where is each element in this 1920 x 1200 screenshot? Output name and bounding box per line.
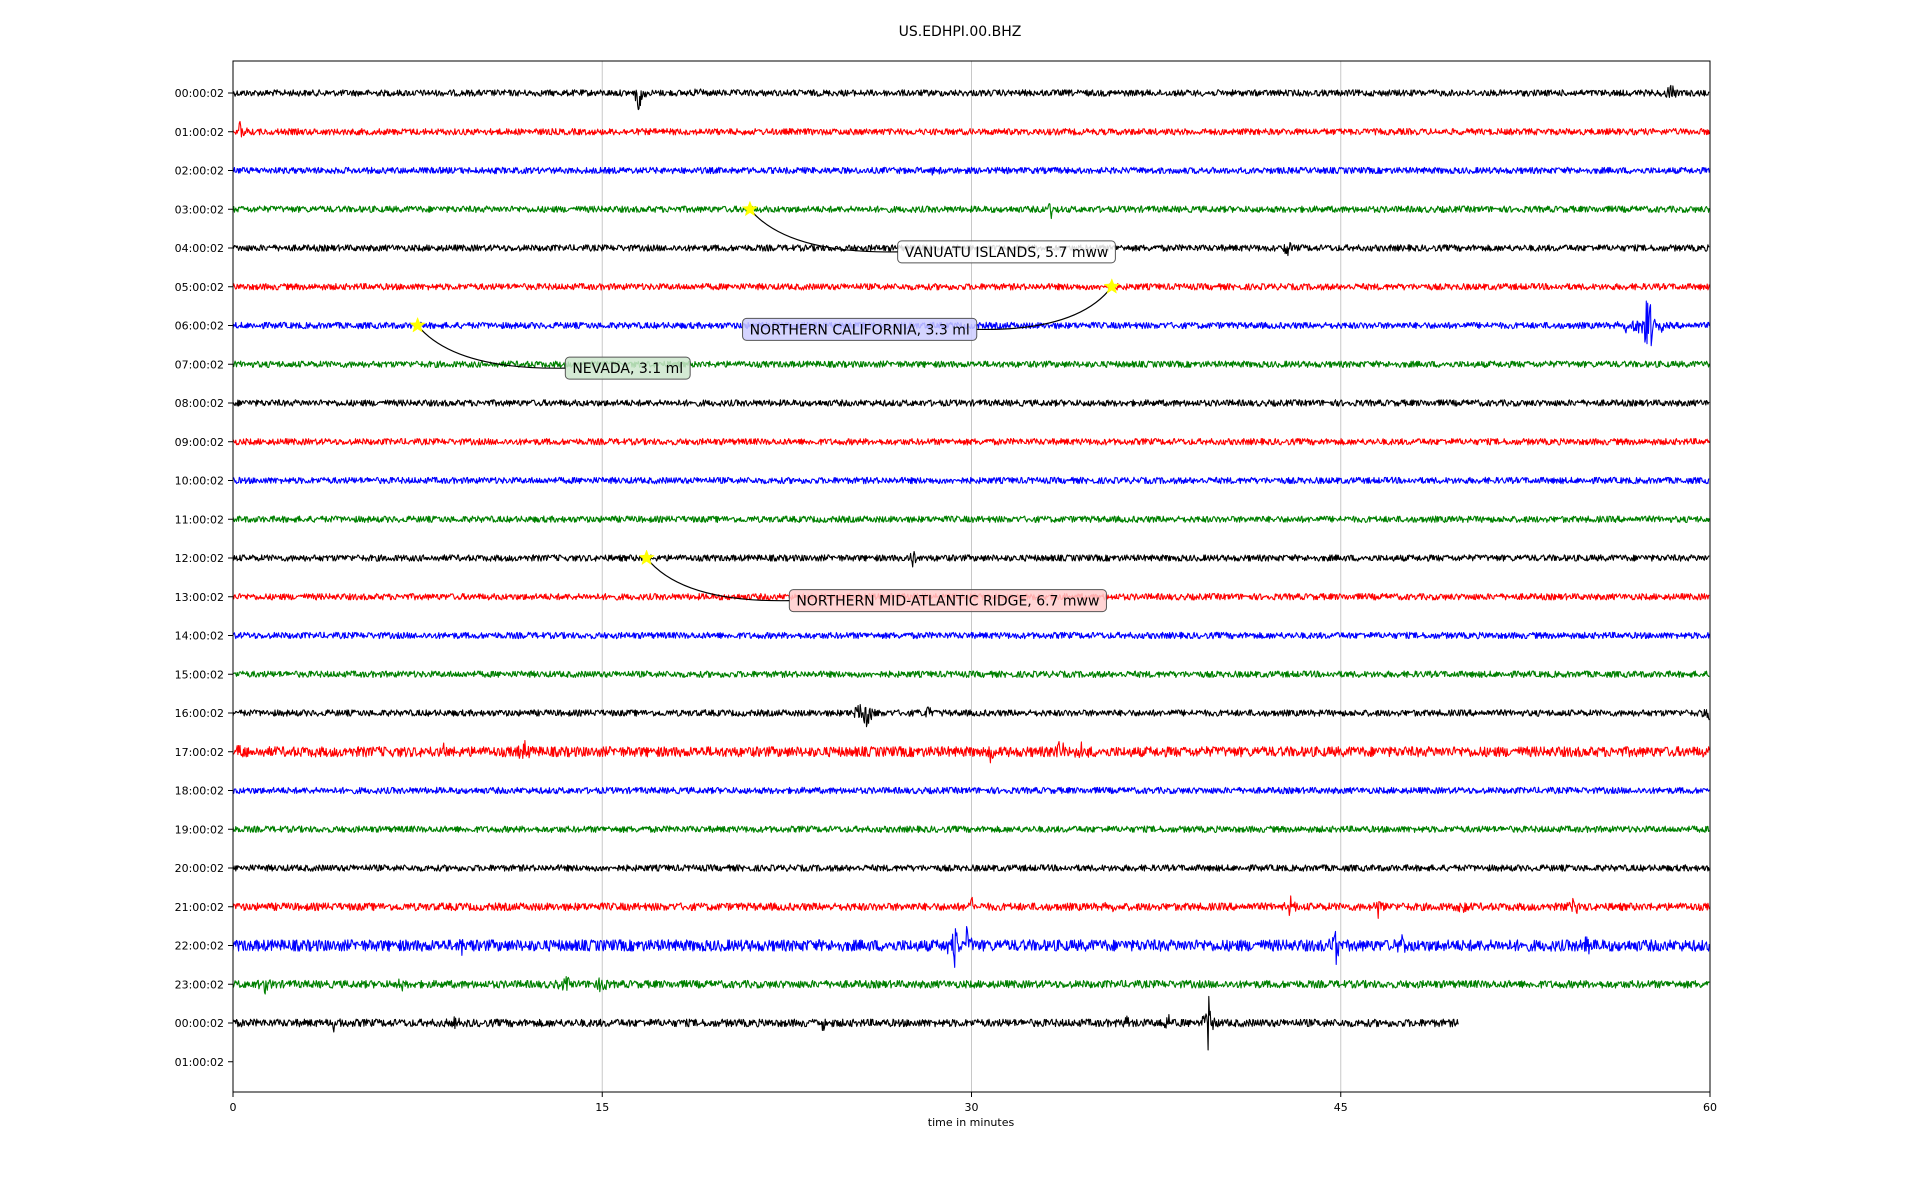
trace-row-18 bbox=[232, 786, 1710, 795]
x-tick-label: 0 bbox=[230, 1101, 237, 1114]
trace-row-17 bbox=[232, 739, 1710, 764]
row-time-label: 18:00:02 bbox=[175, 785, 224, 798]
row-time-label: 02:00:02 bbox=[175, 165, 224, 178]
row-time-label: 04:00:02 bbox=[175, 242, 224, 255]
event-connector bbox=[646, 557, 790, 602]
trace-row-7 bbox=[232, 360, 1710, 368]
trace-row-3 bbox=[232, 203, 1710, 220]
trace-row-21 bbox=[232, 895, 1710, 919]
row-time-label: 23:00:02 bbox=[175, 978, 224, 991]
grid-lines bbox=[601, 61, 1342, 1092]
row-time-label: 12:00:02 bbox=[175, 552, 224, 565]
x-tick-label: 60 bbox=[1703, 1101, 1717, 1114]
row-time-label: 16:00:02 bbox=[175, 707, 224, 720]
trace-row-23 bbox=[232, 976, 1710, 995]
row-time-label: 20:00:02 bbox=[175, 862, 224, 875]
trace-row-5 bbox=[232, 283, 1710, 291]
trace-row-15 bbox=[232, 670, 1710, 678]
chart-title: US.EDHPI.00.BHZ bbox=[899, 24, 1022, 40]
trace-row-12 bbox=[232, 550, 1710, 568]
trace-row-22 bbox=[232, 925, 1710, 968]
trace-row-1 bbox=[232, 120, 1710, 138]
trace-row-8 bbox=[232, 399, 1710, 407]
x-tick-label: 15 bbox=[595, 1101, 609, 1114]
trace-row-14 bbox=[232, 631, 1710, 640]
row-time-label: 13:00:02 bbox=[175, 591, 224, 604]
trace-row-19 bbox=[232, 825, 1710, 833]
row-time-label: 11:00:02 bbox=[175, 513, 224, 526]
event-connector bbox=[417, 325, 566, 369]
row-time-label: 22:00:02 bbox=[175, 940, 224, 953]
row-time-label: 00:00:02 bbox=[175, 1017, 224, 1030]
row-time-label: 15:00:02 bbox=[175, 668, 224, 681]
event-star-marker bbox=[638, 549, 655, 566]
x-axis-ticks: 0 15 30 45 60 bbox=[230, 1092, 1717, 1114]
event-label: VANUATU ISLANDS, 5.7 mww bbox=[905, 245, 1109, 261]
event-label: NORTHERN MID-ATLANTIC RIDGE, 6.7 mww bbox=[796, 594, 1099, 610]
event-star-marker bbox=[1103, 278, 1121, 294]
trace-row-0 bbox=[232, 84, 1710, 111]
row-time-label: 17:00:02 bbox=[175, 746, 224, 759]
trace-row-2 bbox=[232, 166, 1710, 176]
row-time-label: 01:00:02 bbox=[175, 126, 224, 139]
trace-row-16 bbox=[232, 704, 1710, 728]
event-annotations: VANUATU ISLANDS, 5.7 mww NORTHERN CALIFOR… bbox=[409, 200, 1121, 613]
row-time-label: 01:00:02 bbox=[175, 1056, 224, 1069]
seismic-traces bbox=[232, 84, 1710, 1051]
row-time-label: 05:00:02 bbox=[175, 281, 224, 294]
event-connector bbox=[976, 286, 1113, 331]
row-time-label: 00:00:02 bbox=[175, 87, 224, 100]
event-label: NORTHERN CALIFORNIA, 3.3 ml bbox=[750, 322, 970, 338]
trace-row-24 bbox=[232, 995, 1459, 1051]
x-tick-label: 30 bbox=[965, 1101, 979, 1114]
row-time-label: 07:00:02 bbox=[175, 358, 224, 371]
event-star-marker bbox=[409, 316, 426, 333]
row-time-label: 03:00:02 bbox=[175, 203, 224, 216]
trace-row-9 bbox=[232, 438, 1710, 446]
trace-row-11 bbox=[232, 515, 1710, 523]
event-star-marker bbox=[741, 200, 759, 217]
row-time-label: 09:00:02 bbox=[175, 436, 224, 449]
row-time-label: 19:00:02 bbox=[175, 823, 224, 836]
trace-row-20 bbox=[232, 864, 1710, 872]
x-axis-label: time in minutes bbox=[928, 1116, 1015, 1129]
row-time-label: 06:00:02 bbox=[175, 320, 224, 333]
x-tick-label: 45 bbox=[1334, 1101, 1348, 1114]
row-time-label: 21:00:02 bbox=[175, 901, 224, 914]
row-time-label: 14:00:02 bbox=[175, 630, 224, 643]
row-time-labels: 00:00:02 01:00:02 02:00:02 03:00:02 04:00:02… bbox=[175, 87, 233, 1069]
event-label: NEVADA, 3.1 ml bbox=[572, 361, 683, 377]
event-connector bbox=[749, 208, 898, 253]
trace-row-10 bbox=[232, 476, 1710, 485]
row-time-label: 08:00:02 bbox=[175, 397, 224, 410]
row-time-label: 10:00:02 bbox=[175, 475, 224, 488]
